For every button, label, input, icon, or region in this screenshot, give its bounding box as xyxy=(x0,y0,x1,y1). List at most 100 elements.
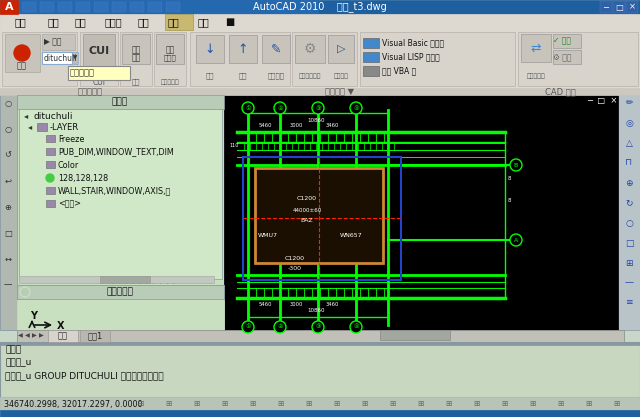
Text: ⊞: ⊞ xyxy=(445,399,451,409)
Bar xyxy=(19,276,214,283)
Bar xyxy=(0,410,640,417)
Bar xyxy=(255,168,383,263)
Text: ◂: ◂ xyxy=(24,111,28,121)
Text: 输入: 输入 xyxy=(205,73,214,79)
Text: 注释: 注释 xyxy=(75,17,87,27)
Text: ─: ─ xyxy=(604,3,609,12)
Text: -300: -300 xyxy=(288,266,302,271)
Text: ③: ③ xyxy=(315,324,321,329)
Bar xyxy=(17,285,224,330)
Bar xyxy=(148,2,162,12)
Text: 8: 8 xyxy=(508,176,511,181)
Text: ⊞: ⊞ xyxy=(613,399,619,409)
Bar xyxy=(42,52,72,64)
Text: 运行 VBA 宏: 运行 VBA 宏 xyxy=(382,66,416,75)
Text: ○: ○ xyxy=(4,125,12,133)
Text: ⊞: ⊞ xyxy=(165,399,171,409)
Circle shape xyxy=(274,321,286,333)
Bar xyxy=(166,2,180,12)
Text: ↩: ↩ xyxy=(4,176,12,186)
Text: ⊞: ⊞ xyxy=(501,399,507,409)
Text: ⊞: ⊞ xyxy=(249,399,255,409)
Text: 工具选项板: 工具选项板 xyxy=(161,79,179,85)
Text: ⊓: ⊓ xyxy=(625,158,632,168)
Text: ⊞: ⊞ xyxy=(557,399,563,409)
Text: 3460: 3460 xyxy=(325,302,339,307)
Bar xyxy=(112,2,126,12)
Text: 可用动作宏: 可用动作宏 xyxy=(70,68,95,78)
Circle shape xyxy=(14,45,30,61)
Text: ⊞: ⊞ xyxy=(333,399,339,409)
Circle shape xyxy=(242,102,254,114)
Text: ⊞: ⊞ xyxy=(529,399,535,409)
Bar xyxy=(0,95,17,330)
Text: —: — xyxy=(4,281,12,289)
Bar xyxy=(17,95,224,109)
Text: ⊕: ⊕ xyxy=(4,203,12,211)
Text: ↻: ↻ xyxy=(625,198,633,208)
Text: ④: ④ xyxy=(353,324,359,329)
Bar xyxy=(0,397,640,410)
Text: ▶: ▶ xyxy=(31,334,36,339)
Text: Visual Basic 编辑器: Visual Basic 编辑器 xyxy=(382,38,444,48)
Text: C1200: C1200 xyxy=(297,196,317,201)
Text: 应用程序 ▼: 应用程序 ▼ xyxy=(325,88,355,96)
Bar xyxy=(360,32,515,86)
Bar xyxy=(196,35,224,63)
Text: ⊞: ⊞ xyxy=(417,399,423,409)
Text: ⊞: ⊞ xyxy=(305,399,311,409)
Text: ⊕: ⊕ xyxy=(625,178,633,188)
Bar xyxy=(76,2,90,12)
Text: ▶ 播放: ▶ 播放 xyxy=(44,38,61,47)
Bar xyxy=(46,135,55,142)
Text: Freeze: Freeze xyxy=(58,135,84,143)
Bar xyxy=(262,35,290,63)
Text: ⊞: ⊞ xyxy=(193,399,199,409)
Bar xyxy=(0,342,640,397)
Circle shape xyxy=(312,102,324,114)
Circle shape xyxy=(510,234,522,246)
Bar xyxy=(80,330,110,342)
Text: ×: × xyxy=(628,3,636,12)
Text: ▶: ▶ xyxy=(38,334,44,339)
Bar xyxy=(130,2,144,12)
Text: 选项板: 选项板 xyxy=(164,55,177,61)
Text: ⊞: ⊞ xyxy=(361,399,367,409)
Circle shape xyxy=(274,102,286,114)
Bar xyxy=(0,342,640,345)
Text: ①: ① xyxy=(245,106,251,111)
Text: CAD 标准: CAD 标准 xyxy=(545,88,575,96)
Bar xyxy=(42,34,75,50)
Text: 界面: 界面 xyxy=(131,53,141,63)
Bar xyxy=(100,276,150,283)
Bar xyxy=(83,34,115,68)
Bar xyxy=(165,14,193,30)
Bar xyxy=(17,95,224,330)
Circle shape xyxy=(510,159,522,171)
Bar xyxy=(518,32,638,86)
Text: Y: Y xyxy=(30,311,37,321)
Bar xyxy=(37,123,47,131)
Text: AutoCAD 2010    新块_t3.dwg: AutoCAD 2010 新块_t3.dwg xyxy=(253,2,387,13)
Bar xyxy=(2,32,77,86)
Text: BAZ: BAZ xyxy=(301,218,314,223)
Text: ↑: ↑ xyxy=(237,43,248,55)
Text: 布局1: 布局1 xyxy=(88,332,102,341)
Text: dituchuli: dituchuli xyxy=(34,111,74,121)
Bar xyxy=(553,50,581,64)
Text: ↺: ↺ xyxy=(4,151,12,159)
Bar xyxy=(295,35,325,63)
Text: WALL,STAIR,WINDOW,AXIS,墙: WALL,STAIR,WINDOW,AXIS,墙 xyxy=(58,186,172,196)
Bar xyxy=(190,32,290,86)
Text: X: X xyxy=(57,321,65,331)
Bar xyxy=(243,157,401,280)
Bar xyxy=(17,300,224,330)
Text: 用户: 用户 xyxy=(131,45,141,55)
Text: 常用: 常用 xyxy=(15,17,27,27)
Text: 编辑别名: 编辑别名 xyxy=(268,73,285,79)
Text: A: A xyxy=(4,2,13,12)
Text: ▼: ▼ xyxy=(73,55,77,60)
Text: ◀: ◀ xyxy=(18,334,22,339)
Bar xyxy=(0,397,640,410)
Text: ↔: ↔ xyxy=(4,254,12,264)
